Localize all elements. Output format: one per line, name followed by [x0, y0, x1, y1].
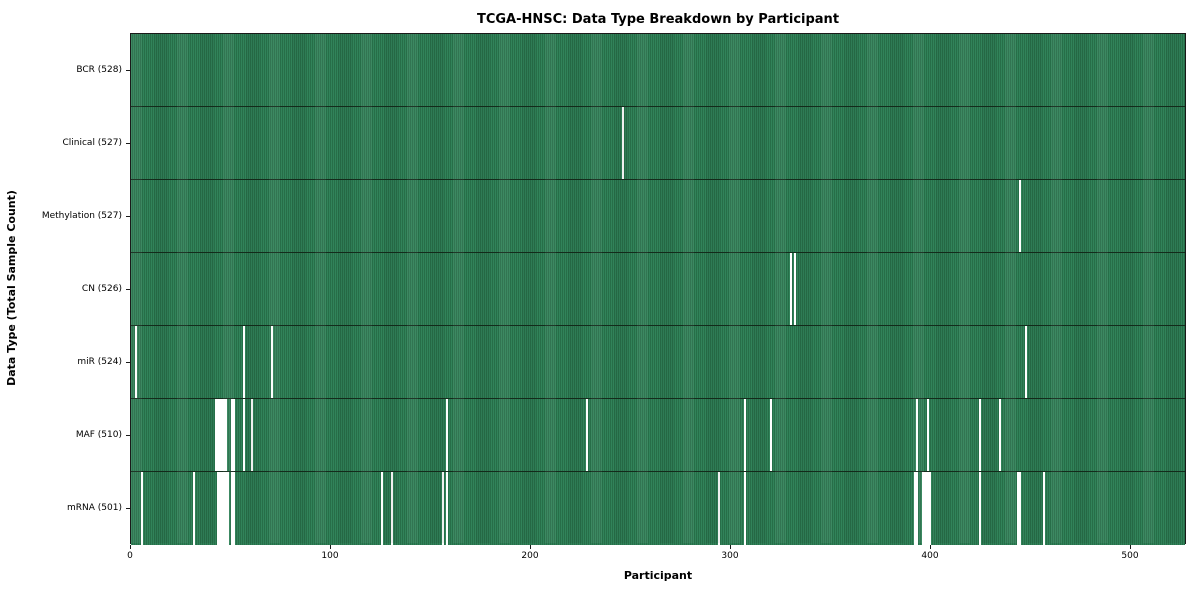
ytick-mark — [126, 215, 130, 217]
absent-stripe — [921, 472, 924, 545]
xtick-mark — [930, 545, 931, 549]
absent-stripe — [979, 472, 982, 545]
absent-stripe — [242, 399, 245, 471]
ytick-label-Clinical: Clinical (527) — [62, 137, 122, 148]
absent-stripe — [218, 472, 221, 545]
ytick-mark — [126, 361, 130, 363]
ytick-mark — [126, 434, 130, 436]
absent-stripe — [915, 399, 918, 471]
absent-stripe — [1019, 472, 1022, 545]
absent-stripe — [222, 399, 225, 471]
xtick-label-100: 100 — [321, 551, 339, 561]
absent-stripe — [250, 399, 253, 471]
absent-stripe — [140, 472, 143, 545]
ytick-label-Methylation: Methylation (527) — [41, 210, 122, 221]
ytick-label-CN: CN (526) — [81, 283, 122, 294]
y-axis-label: Data Type (Total Sample Count) — [5, 190, 18, 386]
absent-stripe — [1043, 472, 1046, 545]
xtick-mark — [130, 545, 131, 549]
absent-stripe — [232, 399, 235, 471]
absent-stripe — [1025, 326, 1028, 398]
absent-stripe — [925, 472, 928, 545]
absent-stripe — [134, 326, 137, 398]
row-BCR — [131, 34, 1185, 107]
absent-stripe — [743, 399, 746, 471]
row-miR — [131, 326, 1185, 399]
xtick-label-500: 500 — [1121, 551, 1139, 561]
absent-stripe — [220, 472, 223, 545]
row-CN — [131, 253, 1185, 326]
plot-area: Present Absent — [130, 33, 1186, 545]
absent-stripe — [927, 472, 930, 545]
row-MAF — [131, 399, 1185, 472]
ytick-mark — [126, 142, 130, 144]
ytick-label-miR: miR (524) — [77, 356, 122, 367]
absent-stripe — [927, 399, 930, 471]
absent-stripe — [380, 472, 383, 545]
row-Clinical — [131, 107, 1185, 180]
xtick-label-300: 300 — [721, 551, 739, 561]
absent-stripe — [214, 399, 217, 471]
xtick-label-200: 200 — [521, 551, 539, 561]
ytick-mark — [126, 288, 130, 290]
absent-stripe — [230, 399, 233, 471]
absent-stripe — [793, 253, 796, 325]
ytick-label-MAF: MAF (510) — [75, 429, 122, 440]
xtick-label-400: 400 — [921, 551, 939, 561]
absent-stripe — [586, 399, 589, 471]
xtick-mark — [530, 545, 531, 549]
absent-stripe — [717, 472, 720, 545]
absent-stripe — [446, 472, 449, 545]
ytick-label-mRNA: mRNA (501) — [67, 502, 122, 513]
xtick-label-0: 0 — [127, 551, 133, 561]
chart-title: TCGA-HNSC: Data Type Breakdown by Partic… — [476, 12, 840, 27]
absent-stripe — [913, 472, 916, 545]
absent-stripe — [218, 399, 221, 471]
absent-stripe — [222, 472, 225, 545]
row-mRNA — [131, 472, 1185, 545]
row-Methylation — [131, 180, 1185, 253]
ytick-mark — [126, 69, 130, 71]
xtick-mark — [1130, 545, 1131, 549]
absent-stripe — [789, 253, 792, 325]
ytick-mark — [126, 507, 130, 509]
xtick-mark — [730, 545, 731, 549]
absent-stripe — [743, 472, 746, 545]
absent-stripe — [224, 472, 227, 545]
absent-stripe — [220, 399, 223, 471]
ytick-label-BCR: BCR (528) — [76, 64, 122, 75]
absent-stripe — [915, 472, 918, 545]
absent-stripe — [979, 399, 982, 471]
absent-stripe — [446, 399, 449, 471]
absent-stripe — [232, 472, 235, 545]
rows-container — [131, 34, 1185, 545]
absent-stripe — [270, 326, 273, 398]
absent-stripe — [923, 472, 926, 545]
absent-stripe — [622, 107, 625, 179]
absent-stripe — [230, 472, 233, 545]
absent-stripe — [216, 472, 219, 545]
x-axis-label: Participant — [623, 569, 693, 582]
absent-stripe — [1019, 180, 1022, 252]
absent-stripe — [224, 399, 227, 471]
absent-stripe — [929, 472, 932, 545]
absent-stripe — [192, 472, 195, 545]
xtick-mark — [330, 545, 331, 549]
absent-stripe — [242, 326, 245, 398]
absent-stripe — [1017, 472, 1020, 545]
absent-stripe — [769, 399, 772, 471]
absent-stripe — [390, 472, 393, 545]
absent-stripe — [999, 399, 1002, 471]
absent-stripe — [442, 472, 445, 545]
absent-stripe — [226, 472, 229, 545]
absent-stripe — [216, 399, 219, 471]
